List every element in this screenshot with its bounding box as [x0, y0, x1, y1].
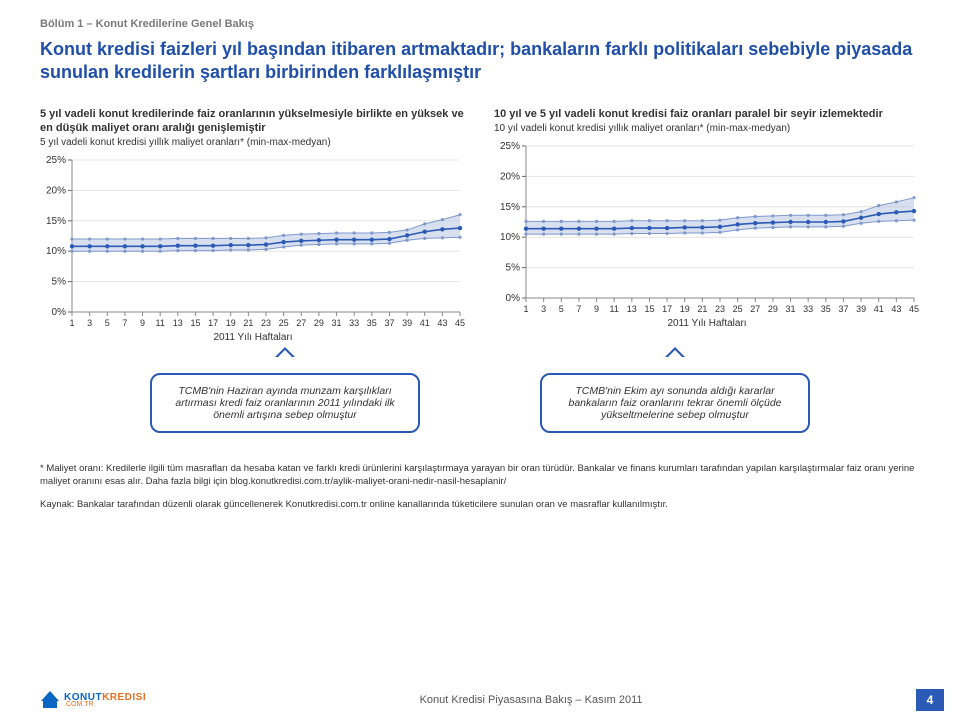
svg-text:45: 45	[455, 318, 465, 328]
svg-text:29: 29	[314, 318, 324, 328]
chart-left: 0%5%10%15%20%25%135791113151719212325272…	[40, 154, 466, 334]
svg-text:33: 33	[803, 304, 813, 314]
callout-right: TCMB'nin Ekim ayı sonunda aldığı kararla…	[540, 373, 810, 433]
svg-text:10%: 10%	[500, 232, 520, 243]
svg-text:13: 13	[173, 318, 183, 328]
chart-right-col: 10 yıl ve 5 yıl vadeli konut kredisi fai…	[494, 107, 920, 344]
svg-text:35: 35	[367, 318, 377, 328]
svg-text:27: 27	[296, 318, 306, 328]
svg-text:1: 1	[523, 304, 528, 314]
svg-text:13: 13	[627, 304, 637, 314]
chart-right: 0%5%10%15%20%25%135791113151719212325272…	[494, 140, 920, 320]
svg-text:23: 23	[261, 318, 271, 328]
svg-text:0%: 0%	[506, 293, 521, 304]
chart-right-subtitle: 10 yıl vadeli konut kredisi yıllık maliy…	[494, 123, 920, 134]
svg-text:10%: 10%	[46, 247, 66, 258]
svg-text:27: 27	[750, 304, 760, 314]
svg-text:35: 35	[821, 304, 831, 314]
svg-text:3: 3	[541, 304, 546, 314]
svg-text:15: 15	[644, 304, 654, 314]
page-number: 4	[916, 689, 944, 711]
charts-row: 5 yıl vadeli konut kredilerinde faiz ora…	[40, 107, 920, 344]
svg-text:43: 43	[437, 318, 447, 328]
svg-text:3: 3	[87, 318, 92, 328]
svg-text:17: 17	[662, 304, 672, 314]
callout-left: TCMB'nin Haziran ayında munzam karşılıkl…	[150, 373, 420, 433]
svg-text:11: 11	[610, 304, 619, 314]
svg-text:15%: 15%	[500, 202, 520, 213]
svg-text:25%: 25%	[46, 155, 66, 166]
svg-text:19: 19	[680, 304, 690, 314]
svg-text:1: 1	[69, 318, 74, 328]
svg-text:41: 41	[874, 304, 884, 314]
svg-text:39: 39	[402, 318, 412, 328]
svg-text:39: 39	[856, 304, 866, 314]
section-label: Bölüm 1 – Konut Kredilerine Genel Bakış	[40, 18, 920, 30]
svg-text:23: 23	[715, 304, 725, 314]
svg-text:21: 21	[697, 304, 707, 314]
logo-text-2: KREDISI	[102, 692, 146, 703]
svg-text:29: 29	[768, 304, 778, 314]
svg-text:21: 21	[243, 318, 253, 328]
page-title: Konut kredisi faizleri yıl başından itib…	[40, 38, 920, 85]
svg-text:19: 19	[226, 318, 236, 328]
svg-text:37: 37	[838, 304, 848, 314]
svg-text:25: 25	[279, 318, 289, 328]
svg-text:45: 45	[909, 304, 919, 314]
svg-text:43: 43	[891, 304, 901, 314]
svg-text:7: 7	[576, 304, 581, 314]
chart-left-subtitle: 5 yıl vadeli konut kredisi yıllık maliye…	[40, 137, 466, 148]
svg-text:15: 15	[190, 318, 200, 328]
svg-text:37: 37	[384, 318, 394, 328]
svg-text:25%: 25%	[500, 141, 520, 152]
footnote: * Maliyet oranı: Kredilerle ilgili tüm m…	[40, 463, 920, 489]
svg-text:33: 33	[349, 318, 359, 328]
callouts-row: TCMB'nin Haziran ayında munzam karşılıkl…	[40, 373, 920, 433]
svg-text:20%: 20%	[46, 186, 66, 197]
svg-text:20%: 20%	[500, 171, 520, 182]
footer: KONUTKREDISI .COM.TR Konut Kredisi Piyas…	[0, 685, 960, 715]
chart-left-col: 5 yıl vadeli konut kredilerinde faiz ora…	[40, 107, 466, 344]
svg-text:41: 41	[420, 318, 430, 328]
chart-right-title: 10 yıl ve 5 yıl vadeli konut kredisi fai…	[494, 107, 920, 121]
svg-text:7: 7	[122, 318, 127, 328]
logo: KONUTKREDISI .COM.TR	[40, 691, 146, 709]
house-icon	[40, 691, 60, 709]
svg-text:0%: 0%	[52, 307, 67, 318]
svg-text:11: 11	[156, 318, 165, 328]
svg-text:25: 25	[733, 304, 743, 314]
svg-text:17: 17	[208, 318, 218, 328]
svg-text:5: 5	[105, 318, 110, 328]
svg-text:9: 9	[140, 318, 145, 328]
footer-title: Konut Kredisi Piyasasına Bakış – Kasım 2…	[146, 694, 916, 706]
svg-text:15%: 15%	[46, 216, 66, 227]
svg-text:9: 9	[594, 304, 599, 314]
svg-text:5%: 5%	[52, 277, 67, 288]
source-line: Kaynak: Bankalar tarafından düzenli olar…	[40, 499, 920, 510]
svg-text:31: 31	[332, 318, 342, 328]
svg-text:31: 31	[786, 304, 796, 314]
svg-text:5%: 5%	[506, 263, 521, 274]
chart-left-title: 5 yıl vadeli konut kredilerinde faiz ora…	[40, 107, 466, 136]
svg-text:5: 5	[559, 304, 564, 314]
